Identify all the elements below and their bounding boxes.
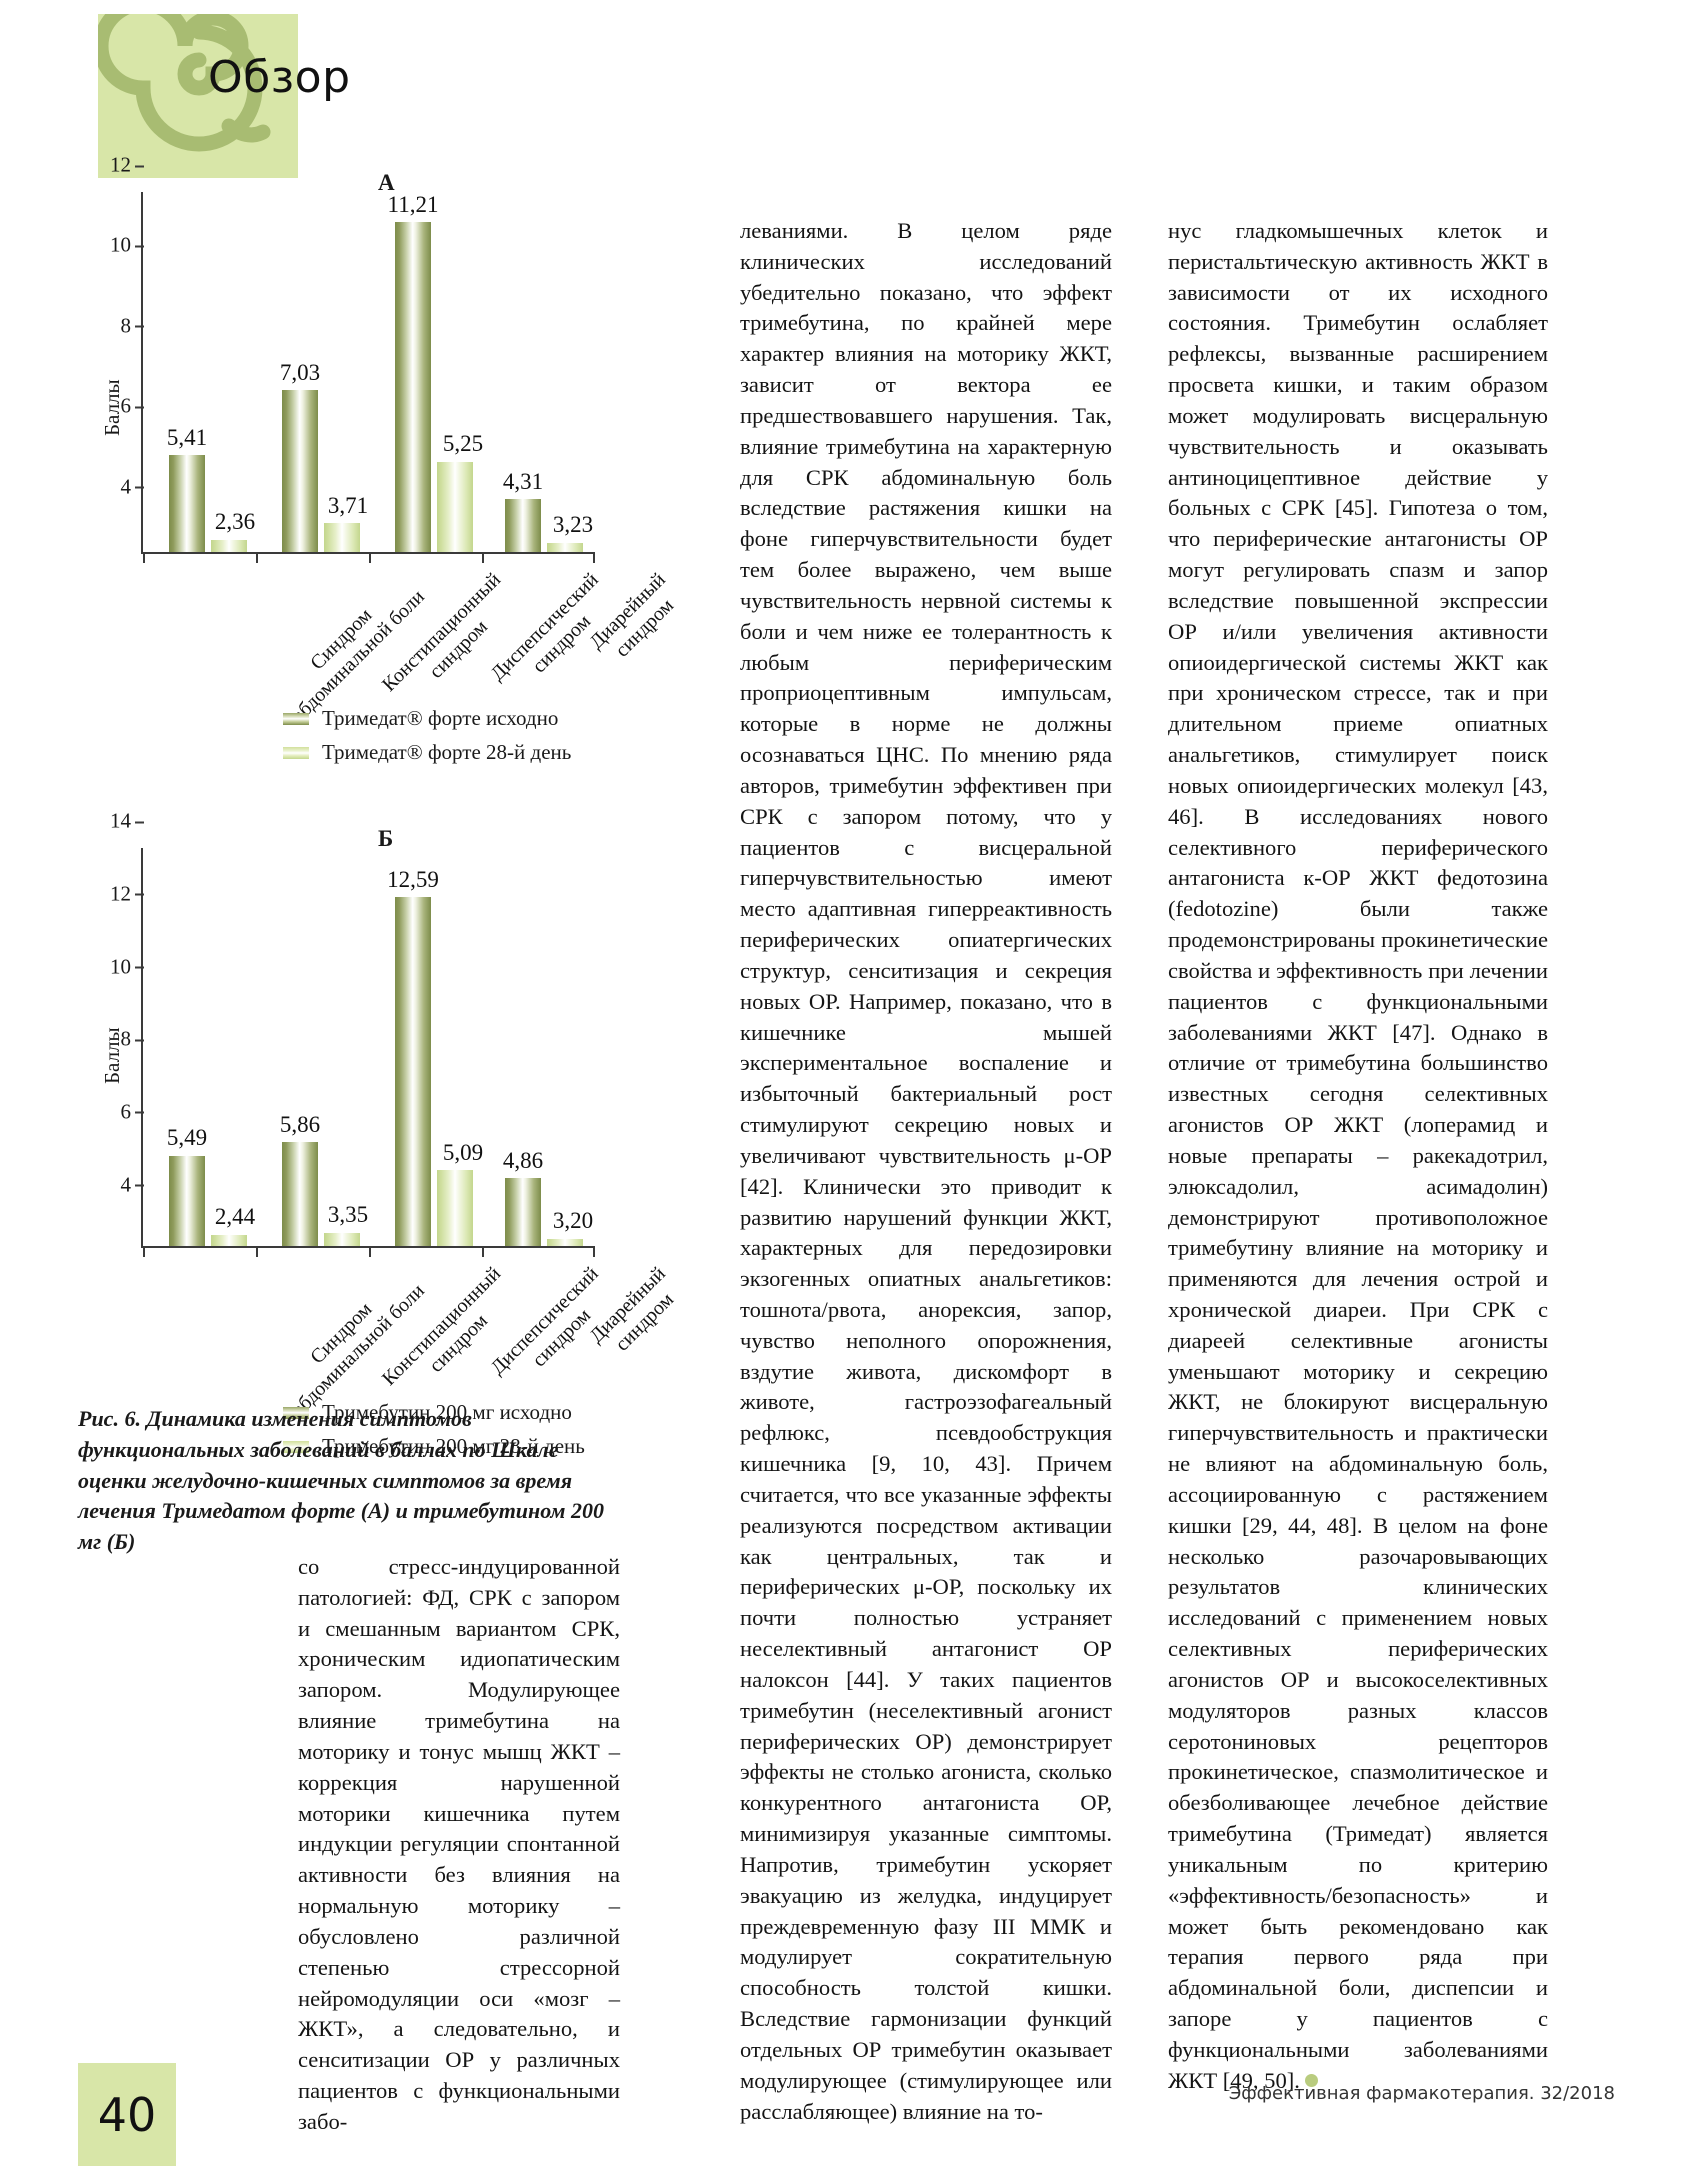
chart-a-bar-series0-cat3 [505,499,541,552]
body-column-left-lower: со стресс-индуцированной патологией: ФД,… [298,1552,620,2138]
chart-a-bar-value: 11,21 [387,192,439,217]
legend-swatch-light-icon [283,1440,309,1453]
legend-label: Тримебутин 200 мг 28-й день [322,1434,585,1458]
chart-b-bar-series0-cat0 [169,1155,205,1246]
chart-a-bar-series1-cat2 [437,461,473,552]
chart-b-bar-series1-cat2 [437,1170,473,1246]
chart-b-bar-series0-cat1 [282,1142,318,1246]
figure-column: Баллы А 12 10 8 6 4 5,41 2,36 7,03 3,71 [78,153,678,1459]
chart-b-bar-value: 5,09 [442,1140,484,1165]
chart-a-panel-letter: А [378,170,395,195]
chart-a-bar-series1-cat0 [211,540,247,552]
end-of-article-icon [1304,2073,1318,2087]
legend-label: Тримедат® форте исходно [322,706,559,730]
chart-b-bar-series0-cat3 [505,1178,541,1246]
body-column-middle: леваниями. В целом ряде клинических иссл… [740,216,1112,2127]
chart-b-bar-series0-cat2 [395,897,431,1246]
chart-b-legend: Тримебутин 200 мг исходно Тримебутин 200… [283,1400,585,1468]
figure-caption: Рис. 6. Динамика изменения симптомов фун… [78,1406,604,1555]
page-number: 40 [97,2087,157,2142]
chart-b-ytick: 4 [121,1172,144,1197]
chart-a-bar-value: 5,41 [166,425,208,450]
legend-label: Тримебутин 200 мг исходно [322,1400,572,1424]
chart-b-ytick: 14 [110,809,144,834]
page-title: Обзор [208,52,351,103]
chart-a-plot-area: 12 10 8 6 4 5,41 2,36 7,03 3,71 11,21 [110,153,595,563]
chart-a-xsep [143,552,145,563]
chart-b-xsep [143,1246,145,1257]
chart-b-bar-value: 3,20 [552,1208,594,1233]
chart-a-bar-value: 5,25 [442,431,484,456]
chart-a-bar-series1-cat3 [547,542,583,552]
chart-panel-a: Баллы А 12 10 8 6 4 5,41 2,36 7,03 3,71 [78,153,678,786]
chart-b-bar-value: 5,86 [279,1112,321,1137]
legend-item: Тримебутин 200 мг исходно [283,1400,585,1425]
chart-a-xsep [369,552,371,563]
chart-a-ytick: 6 [121,394,144,419]
chart-b-xsep [482,1246,484,1257]
chart-a-bar-value: 2,36 [214,509,256,534]
legend-swatch-dark-icon [283,712,309,725]
chart-b-xsep [369,1246,371,1257]
chart-a-bar-value: 7,03 [279,360,321,385]
chart-a-bar-value: 3,71 [327,493,369,518]
legend-item: Тримедат® форте исходно [283,706,571,731]
chart-b-ytick: 10 [110,954,144,979]
body-paragraph-text: нус гладкомышечных клеток и перистальтич… [1168,218,1548,2093]
chart-a-ytick: 8 [121,313,144,338]
chart-b-ytick: 6 [121,1099,144,1124]
body-column-right: нус гладкомышечных клеток и перистальтич… [1168,216,1548,2097]
chart-b-bar-value: 5,49 [166,1125,208,1150]
chart-b-xsep [593,1246,595,1257]
body-paragraph: со стресс-индуцированной патологией: ФД,… [298,1554,620,2134]
chart-b-bar-series1-cat3 [547,1238,583,1246]
footer-journal-note: Эффективная фармакотерапия. 32/2018 [1228,2083,1615,2104]
chart-b-bar-value: 12,59 [387,867,439,892]
chart-b-bar-series1-cat1 [324,1233,360,1246]
chart-a-legend: Тримедат® форте исходно Тримедат® форте … [283,706,571,774]
chart-a-xsep [256,552,258,563]
chart-a-ytick: 4 [121,474,144,499]
chart-a-ytick: 12 [110,153,144,178]
legend-item: Тримебутин 200 мг 28-й день [283,1434,585,1459]
legend-swatch-light-icon [283,746,309,759]
body-paragraph: нус гладкомышечных клеток и перистальтич… [1168,216,1548,2097]
legend-swatch-dark-icon [283,1406,309,1419]
chart-b-bar-value: 4,86 [502,1148,544,1173]
chart-b-bar-value: 2,44 [214,1204,256,1229]
chart-b-ytick: 12 [110,881,144,906]
footer-green-block [78,2063,176,2166]
chart-a-bar-value: 3,23 [552,512,594,537]
chart-b-plot-area: 14 12 10 8 6 4 5,49 2,44 5,86 3,35 12,59 [110,809,595,1257]
chart-panel-b: Баллы Б 14 12 10 8 6 4 5,49 2,44 5,86 3,… [78,809,678,1459]
legend-item: Тримедат® форте 28-й день [283,740,571,765]
page-header: Обзор [0,0,1693,178]
chart-a-bar-series0-cat1 [282,389,318,552]
chart-a-bar-series0-cat0 [169,455,205,552]
chart-a-bar-series1-cat1 [324,523,360,552]
chart-b-bar-series1-cat0 [211,1235,247,1246]
body-paragraph: леваниями. В целом ряде клинических иссл… [740,218,1112,2124]
chart-a-ytick: 10 [110,233,144,258]
chart-a-xsep [593,552,595,563]
chart-b-panel-letter: Б [378,826,394,851]
chart-a-xsep [482,552,484,563]
chart-a-bar-series0-cat2 [395,221,431,552]
chart-b-ytick: 8 [121,1027,144,1052]
chart-b-xsep [256,1246,258,1257]
legend-label: Тримедат® форте 28-й день [322,740,572,764]
chart-b-bar-value: 3,35 [327,1202,369,1227]
chart-a-bar-value: 4,31 [502,469,544,494]
